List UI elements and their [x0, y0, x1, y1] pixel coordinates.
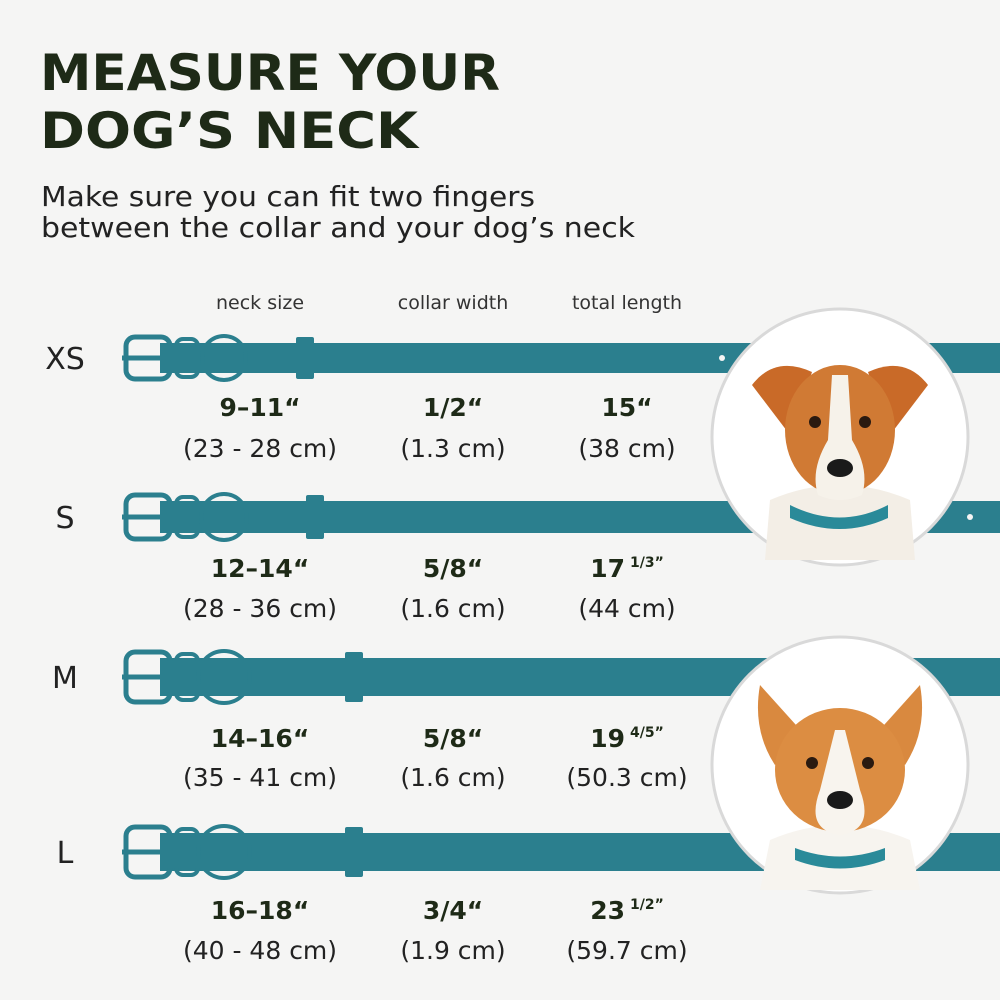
width-cm: (1.9 cm) — [400, 936, 505, 965]
collar-keeper — [296, 337, 314, 379]
length-cm: (50.3 cm) — [566, 763, 687, 792]
size-label: M — [52, 661, 78, 696]
length-whole: 23 — [590, 896, 625, 925]
column-header: total length — [572, 292, 682, 314]
collar-hole — [719, 355, 725, 361]
dog-eye — [862, 757, 874, 769]
size-label: XS — [45, 342, 85, 377]
neck-cm: (40 - 48 cm) — [183, 936, 337, 965]
column-header: neck size — [216, 292, 304, 314]
length-cm: (38 cm) — [578, 434, 675, 463]
collar-keeper — [306, 495, 324, 539]
neck-inches: 14–16“ — [211, 724, 310, 753]
collar-ring — [200, 334, 248, 382]
length-inches: 15“ — [601, 393, 652, 422]
length-inches: 17 1/3” — [590, 554, 664, 583]
dog-nose — [827, 791, 853, 809]
neck-cm: (28 - 36 cm) — [183, 594, 337, 623]
dog-collar — [790, 505, 888, 529]
width-cm: (1.6 cm) — [400, 763, 505, 792]
width-cm: (1.6 cm) — [400, 594, 505, 623]
dog-collar — [795, 848, 885, 869]
collar-loop — [174, 337, 200, 379]
width-inches: 3/4“ — [423, 896, 483, 925]
collar-keeper — [345, 652, 363, 702]
size-label: L — [57, 836, 74, 871]
neck-cm: (23 - 28 cm) — [183, 434, 337, 463]
width-cm: (1.3 cm) — [400, 434, 505, 463]
width-inches: 5/8“ — [423, 724, 483, 753]
length-cm: (44 cm) — [578, 594, 675, 623]
dog-ear — [752, 365, 812, 435]
dog-blaze — [815, 730, 865, 835]
length-fraction: 1/2” — [630, 897, 664, 913]
length-cm: (59.7 cm) — [566, 936, 687, 965]
dog-photo-terrier — [710, 307, 970, 567]
collar-ring — [196, 824, 252, 880]
width-inches: 5/8“ — [423, 554, 483, 583]
collar-hole — [967, 514, 973, 520]
length-inches: 23 1/2” — [590, 896, 664, 925]
collar-loop — [174, 495, 200, 539]
length-whole: 15“ — [601, 393, 652, 422]
collar-ring — [196, 649, 252, 705]
dog-photo-corgi — [710, 635, 970, 895]
title-line: MEASURE YOUR — [40, 44, 500, 102]
collar-keeper — [345, 827, 363, 877]
column-header: collar width — [398, 292, 509, 314]
width-inches: 1/2“ — [423, 393, 483, 422]
neck-inches: 16–18“ — [211, 896, 310, 925]
length-fraction: 1/3” — [630, 555, 664, 571]
dog-nose — [827, 459, 853, 477]
neck-inches: 12–14“ — [211, 554, 310, 583]
length-fraction: 4/5” — [630, 725, 664, 741]
subtitle-line: between the collar and your dog’s neck — [41, 211, 636, 244]
dog-ear — [868, 365, 928, 435]
length-inches: 19 4/5” — [590, 724, 664, 753]
size-label: S — [55, 501, 74, 536]
collar-ring — [199, 492, 249, 542]
dog-eye — [859, 416, 871, 428]
neck-cm: (35 - 41 cm) — [183, 763, 337, 792]
length-whole: 17 — [590, 554, 625, 583]
dog-eye — [806, 757, 818, 769]
length-whole: 19 — [590, 724, 625, 753]
title-line: DOG’S NECK — [40, 102, 420, 160]
subtitle-line: Make sure you can fit two fingers — [41, 180, 535, 213]
neck-inches: 9–11“ — [219, 393, 300, 422]
dog-eye — [809, 416, 821, 428]
